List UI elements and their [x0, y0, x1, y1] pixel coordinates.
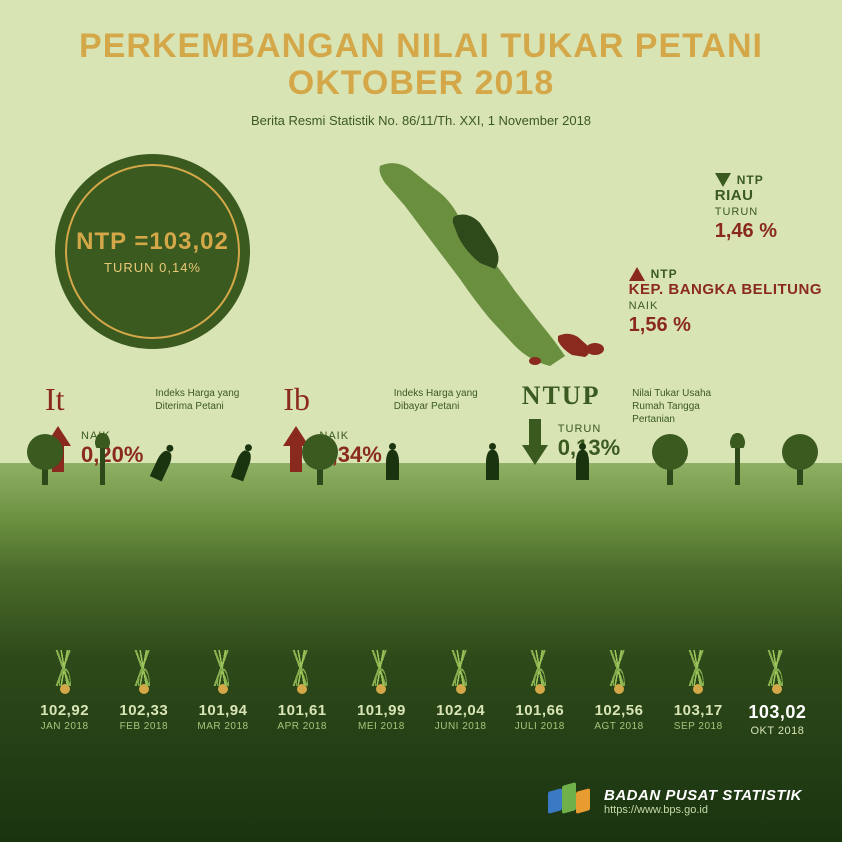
rice-icon [47, 642, 83, 694]
rice-icon [443, 642, 479, 694]
page-title: PERKEMBANGAN NILAI TUKAR PETANI OKTOBER … [20, 28, 822, 103]
arrow-down-icon [715, 173, 731, 187]
bps-logo [548, 780, 590, 822]
ntp-circle: NTP =103,02 TURUN 0,14% [55, 154, 250, 349]
arrow-up-icon [45, 426, 71, 472]
metrics-row: It NAIK 0,20% Indeks Harga yang Diterima… [45, 381, 722, 472]
rice-icon [363, 642, 399, 694]
rice-icon [601, 642, 637, 694]
series-item: 101,61APR 2018 [263, 642, 342, 737]
series-item: 101,94MAR 2018 [183, 642, 262, 737]
rice-icon [680, 642, 716, 694]
arrow-up-icon [629, 267, 645, 281]
series-item: 102,04JUNI 2018 [421, 642, 500, 737]
rice-icon [126, 642, 162, 694]
series-item: 103,17SEP 2018 [659, 642, 738, 737]
subtitle: Berita Resmi Statistik No. 86/11/Th. XXI… [20, 113, 822, 128]
header: PERKEMBANGAN NILAI TUKAR PETANI OKTOBER … [0, 0, 842, 136]
rice-icon [759, 642, 795, 694]
rice-icon [284, 642, 320, 694]
metric-ib: Ib NAIK 0,34% Indeks Harga yang Dibayar … [283, 381, 483, 472]
org-url: https://www.bps.go.id [604, 804, 802, 816]
rice-icon [522, 642, 558, 694]
footer: BADAN PUSAT STATISTIK https://www.bps.go… [548, 780, 802, 822]
region-riau: NTP RIAU TURUN 1,46 % [715, 172, 777, 244]
series-item: 102,33FEB 2018 [104, 642, 183, 737]
series-item: 102,56AGT 2018 [579, 642, 658, 737]
arrow-down-icon [522, 419, 548, 465]
upper-section: NTP =103,02 TURUN 0,14% NTP RIAU TURUN 1… [0, 136, 842, 496]
metric-it: It NAIK 0,20% Indeks Harga yang Diterima… [45, 381, 245, 472]
sumatra-map [340, 151, 610, 376]
series-item-current: 103,02OKT 2018 [738, 642, 817, 737]
arrow-up-icon [283, 426, 309, 472]
series-item: 102,92JAN 2018 [25, 642, 104, 737]
rice-icon [205, 642, 241, 694]
org-name: BADAN PUSAT STATISTIK [604, 787, 802, 804]
region-babel: NTP KEP. BANGKA BELITUNG NAIK 1,56 % [629, 266, 822, 338]
series-item: 101,66JULI 2018 [500, 642, 579, 737]
metric-ntup: NTUP TURUN 0,13% Nilai Tukar Usaha Rumah… [522, 381, 722, 472]
monthly-series: 102,92JAN 2018 102,33FEB 2018 101,94MAR … [0, 642, 842, 737]
series-item: 101,99MEI 2018 [342, 642, 421, 737]
